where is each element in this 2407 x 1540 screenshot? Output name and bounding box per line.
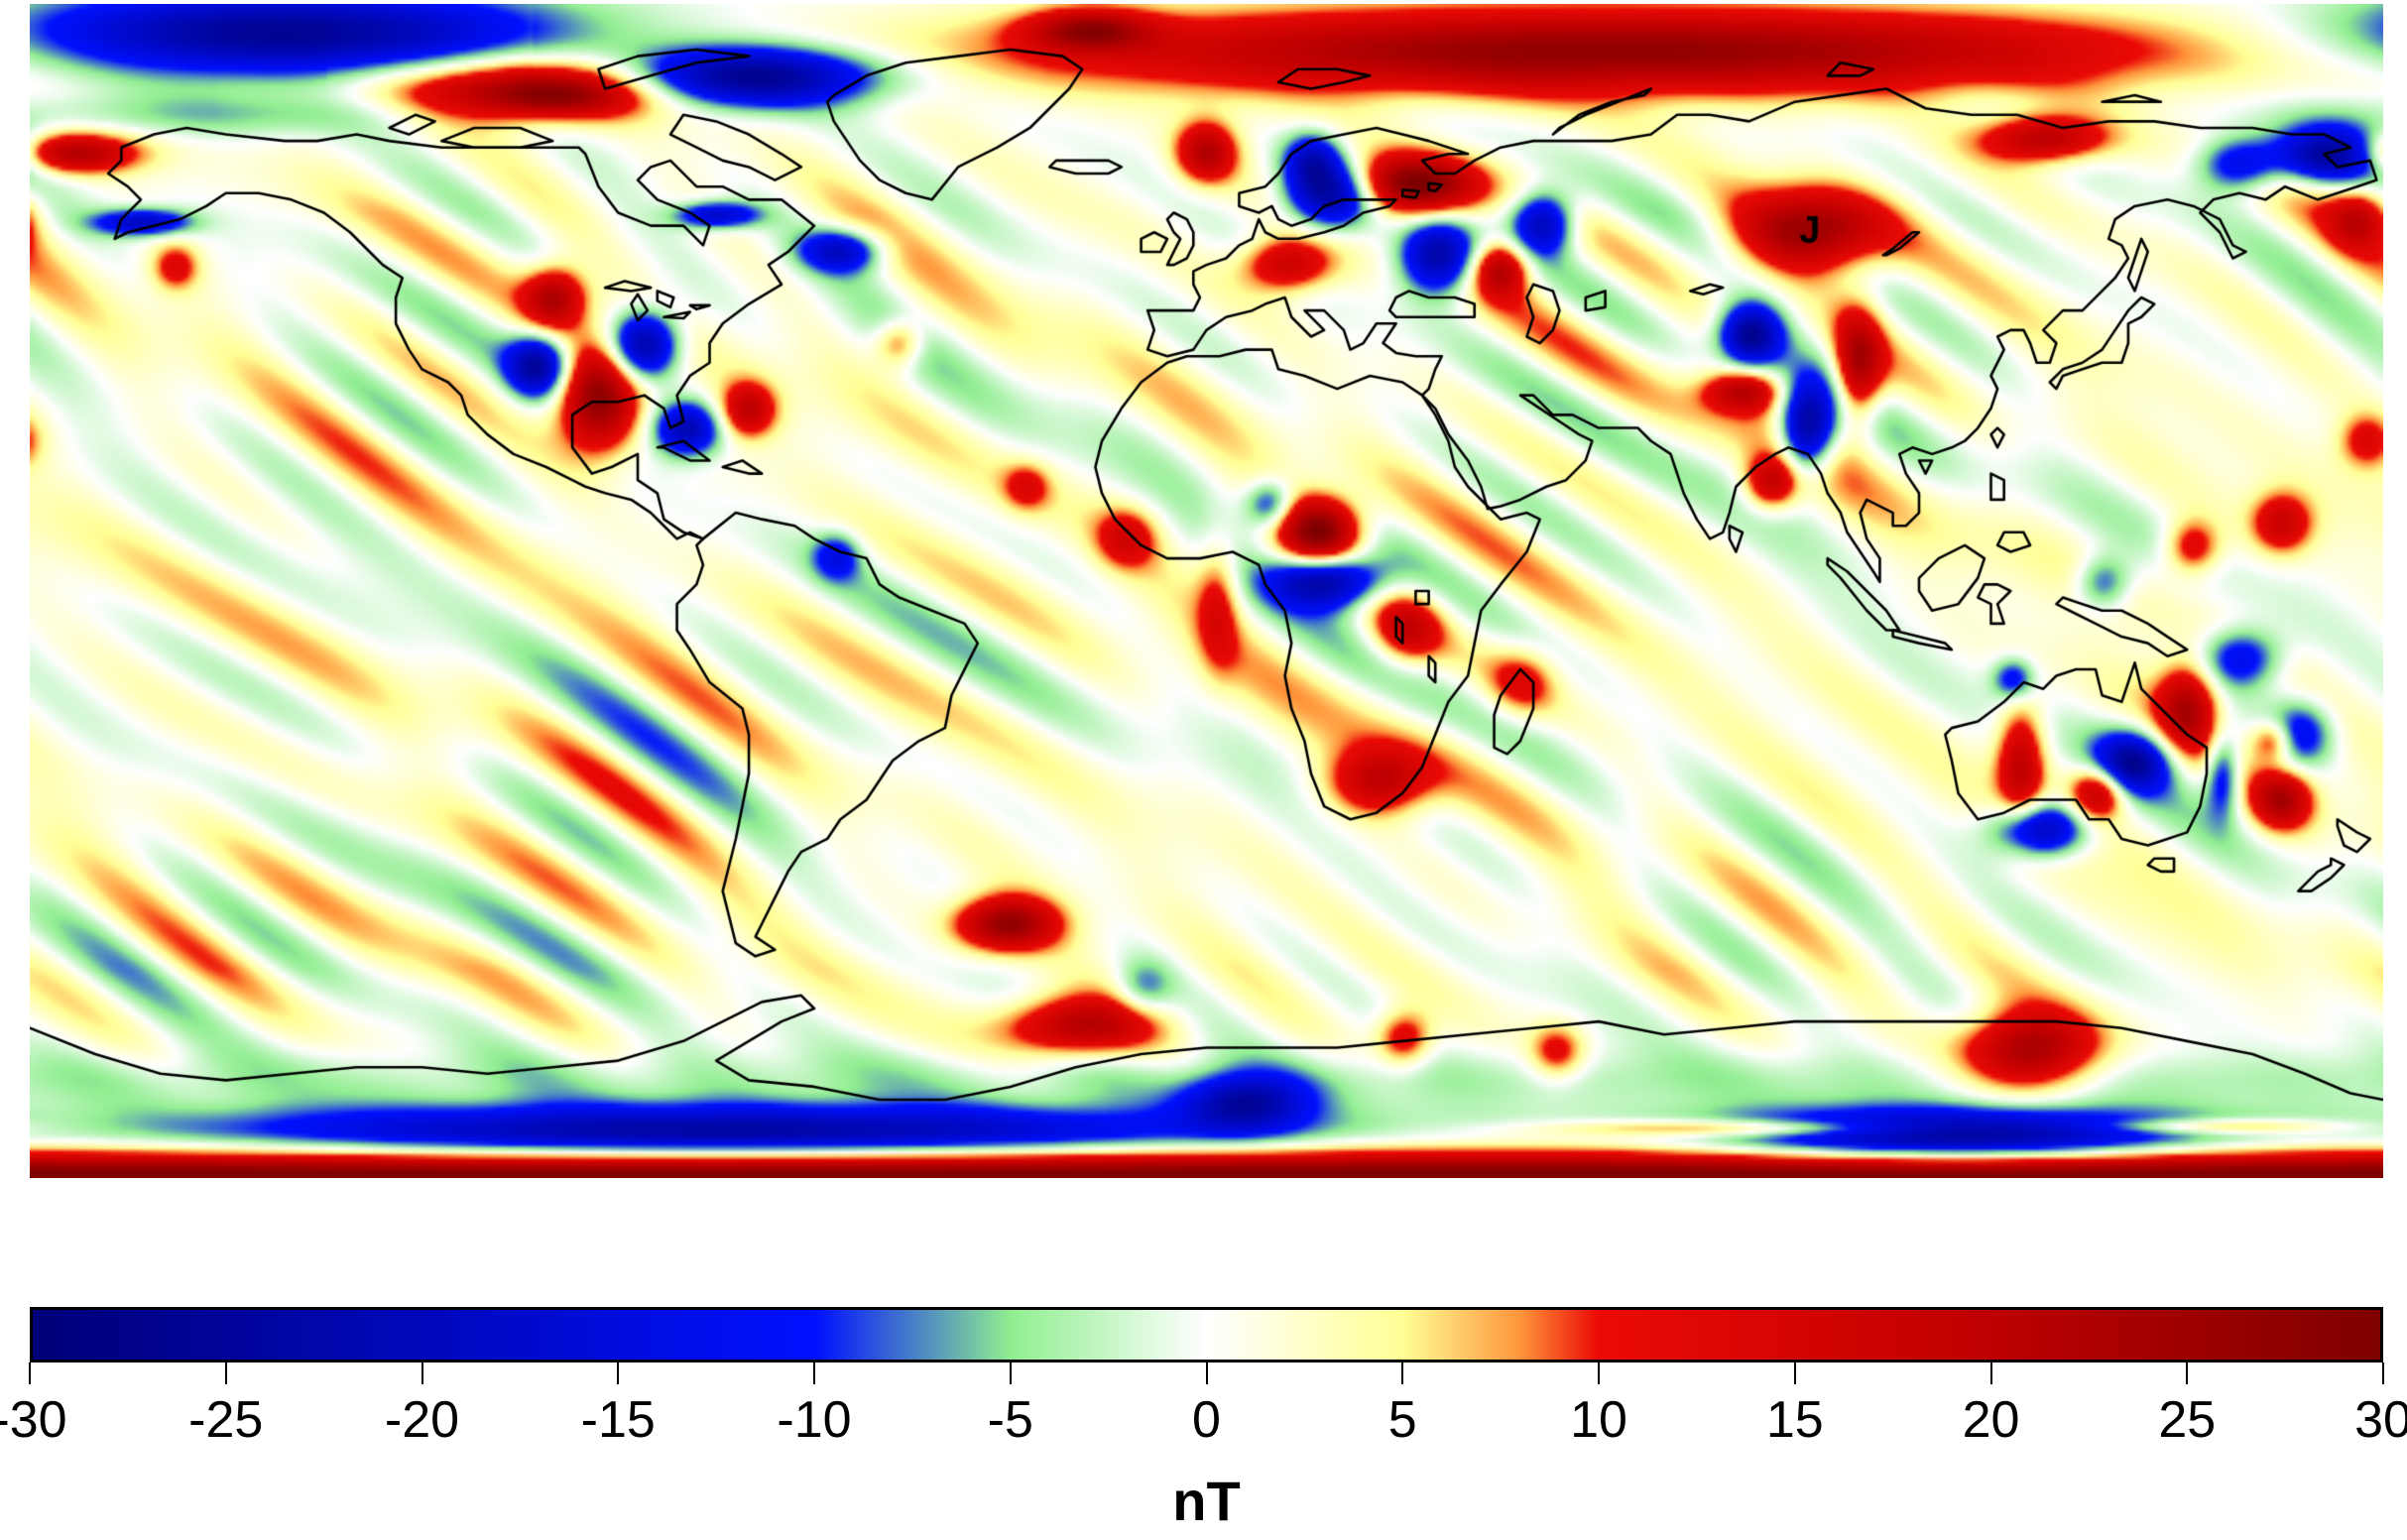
colorbar-tick — [813, 1362, 815, 1384]
colorbar-tick — [1989, 1362, 1992, 1384]
colorbar-tick-label: -5 — [987, 1391, 1033, 1449]
colorbar-tick — [224, 1362, 227, 1384]
colorbar-tick-label: 5 — [1387, 1391, 1417, 1449]
colorbar-tick — [1598, 1362, 1600, 1384]
colorbar-gradient — [33, 1310, 2380, 1360]
colorbar-tick — [421, 1362, 423, 1384]
colorbar-tick-label: 20 — [1962, 1391, 2020, 1449]
colorbar-tick-label: -15 — [580, 1391, 656, 1449]
colorbar-tick — [1009, 1362, 1012, 1384]
world-heatmap-canvas — [30, 4, 2383, 1178]
colorbar-tick-label: -25 — [188, 1391, 264, 1449]
colorbar-tick-label: -30 — [0, 1391, 67, 1449]
colorbar-tick-label: 0 — [1192, 1391, 1221, 1449]
colorbar-tick — [1401, 1362, 1404, 1384]
colorbar-tick — [617, 1362, 620, 1384]
colorbar — [30, 1307, 2383, 1362]
colorbar-tick — [1793, 1362, 1796, 1384]
colorbar-unit-label: nT — [1172, 1470, 1241, 1532]
colorbar-tick-label: 15 — [1765, 1391, 1824, 1449]
colorbar-tick — [2186, 1362, 2189, 1384]
colorbar-tick-label: -10 — [777, 1391, 852, 1449]
colorbar-tick-label: -20 — [384, 1391, 460, 1449]
colorbar-tick — [29, 1362, 31, 1384]
colorbar-tick — [2382, 1362, 2384, 1384]
colorbar-tick-label: 25 — [2158, 1391, 2217, 1449]
colorbar-tick-label: 10 — [1570, 1391, 1627, 1449]
colorbar-tick — [1205, 1362, 1208, 1384]
colorbar-tick-label: 30 — [2354, 1391, 2407, 1449]
